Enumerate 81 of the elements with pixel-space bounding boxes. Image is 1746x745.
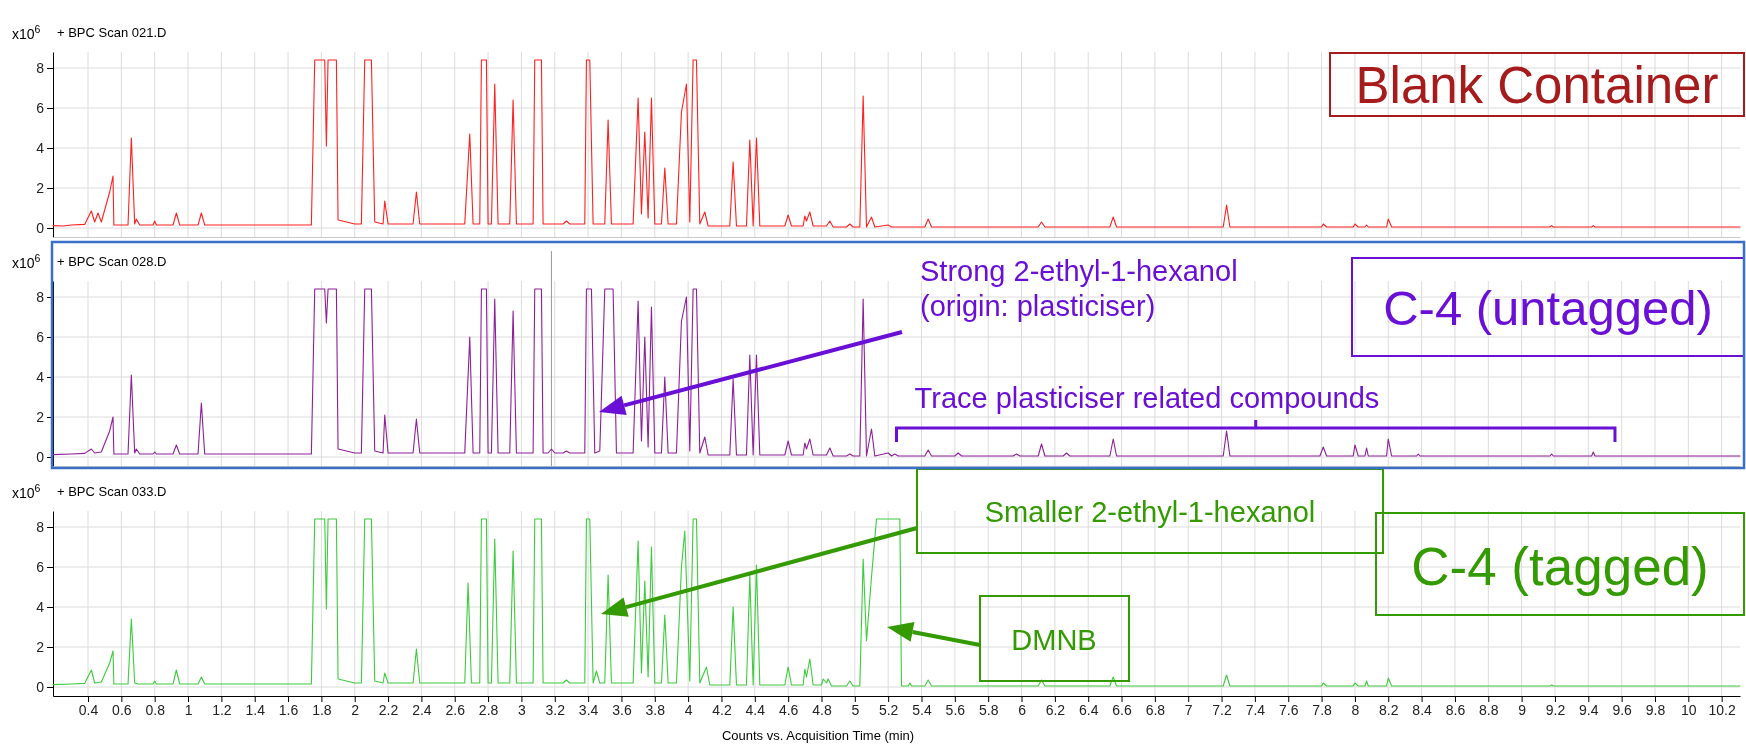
y-tick-label: 8 (36, 288, 45, 305)
x-tick-label: 5 (851, 701, 860, 718)
y-axis-title: x10$^{6}$ (12, 252, 41, 271)
x-tick-label: 3 (518, 701, 527, 718)
x-tick-label: 7.4 (1245, 701, 1266, 718)
annotation: C-4 (untagged) (1383, 281, 1713, 335)
annotation: DMNB (1011, 624, 1097, 656)
x-tick-label: 9.6 (1612, 701, 1633, 718)
y-tick-label: 2 (36, 638, 45, 655)
x-tick-label: 0.6 (112, 701, 132, 718)
x-tick-label: 5.8 (978, 701, 999, 718)
x-tick-label: 10.2 (1708, 701, 1736, 718)
x-tick-label: 4.2 (712, 701, 732, 718)
x-tick-label: 2.4 (412, 701, 432, 718)
x-tick-label: 2.6 (445, 701, 466, 718)
x-tick-label: 6.6 (1112, 701, 1132, 718)
x-tick-label: 7.2 (1212, 701, 1233, 718)
x-axis-title: Counts vs. Acquisition Time (min) (721, 728, 915, 743)
x-tick-label: 0.8 (145, 701, 166, 718)
line-series (52, 288, 1741, 457)
x-tick-label: 0.4 (78, 701, 99, 718)
x-tick-label: 1.8 (312, 701, 332, 718)
x-tick-label: 3.6 (612, 701, 632, 718)
x-tick-label: 8.8 (1479, 701, 1499, 718)
x-tick-label: 6.8 (1145, 701, 1166, 718)
x-tick-label: 9.4 (1579, 701, 1599, 718)
x-tick-label: 3.2 (545, 701, 566, 718)
y-tick-label: 0 (36, 448, 45, 465)
x-tick-label: 8.4 (1412, 701, 1433, 718)
x-tick-label: 9.8 (1645, 701, 1666, 718)
y-axis-title: x10$^{6}$ (12, 23, 41, 42)
x-tick-label: 2.8 (478, 701, 499, 718)
x-tick-label: 1.6 (278, 701, 299, 718)
x-tick-label: 6.4 (1078, 701, 1099, 718)
annotation: Trace plasticiser related compounds (914, 382, 1380, 414)
y-tick-label: 4 (36, 598, 45, 615)
y-tick-label: 6 (36, 99, 45, 116)
y-tick-label: 6 (36, 558, 45, 575)
y-tick-label: 4 (36, 368, 45, 385)
x-tick-label: 5.6 (945, 701, 966, 718)
x-tick-label: 8.6 (1445, 701, 1466, 718)
annotation: Smaller 2-ethyl-1-hexanol (984, 496, 1316, 528)
x-tick-label: 2.2 (378, 701, 399, 718)
x-tick-label: 7.6 (1279, 701, 1299, 718)
x-tick-label: 9.2 (1545, 701, 1566, 718)
chart-title: + BPC Scan 021.D (57, 25, 167, 40)
x-tick-label: 10 (1681, 701, 1697, 718)
x-tick-label: 1.2 (212, 701, 232, 718)
y-axis-title: x10$^{6}$ (12, 482, 41, 501)
x-tick-label: 2 (351, 701, 360, 718)
x-tick-label: 6 (1018, 701, 1027, 718)
x-tick-label: 1 (184, 701, 193, 718)
y-tick-label: 8 (36, 59, 45, 76)
x-tick-label: 3.8 (645, 701, 666, 718)
x-tick-label: 4.6 (778, 701, 799, 718)
x-tick-label: 7 (1184, 701, 1193, 718)
annotation: Blank Container (1355, 57, 1719, 114)
y-tick-label: 0 (36, 678, 45, 695)
annotation: C-4 (tagged) (1411, 537, 1709, 596)
x-tick-label: 5.4 (912, 701, 932, 718)
y-tick-label: 0 (36, 219, 45, 236)
line-series (52, 59, 1741, 228)
x-tick-label: 7.8 (1312, 701, 1333, 718)
x-tick-label: 5.2 (878, 701, 899, 718)
chart-title: + BPC Scan 028.D (57, 254, 167, 269)
x-tick-label: 8.2 (1379, 701, 1399, 718)
x-tick-label: 9 (1518, 701, 1527, 718)
x-tick-label: 4.8 (812, 701, 832, 718)
y-tick-label: 8 (36, 518, 45, 535)
annotation: Strong 2-ethyl-1-hexanol (origin: plasticiser) (920, 255, 1238, 322)
y-tick-label: 2 (36, 408, 45, 425)
x-tick-label: 4.4 (745, 701, 766, 718)
x-tick-label: 8 (1351, 701, 1360, 718)
chart-title: + BPC Scan 033.D (57, 484, 167, 499)
x-tick-label: 3.4 (578, 701, 599, 718)
y-tick-label: 6 (36, 328, 45, 345)
x-tick-label: 6.2 (1045, 701, 1066, 718)
x-tick-label: 1.4 (245, 701, 266, 718)
x-tick-label: 4 (684, 701, 693, 718)
y-tick-label: 2 (36, 179, 45, 196)
y-tick-label: 4 (36, 139, 45, 156)
